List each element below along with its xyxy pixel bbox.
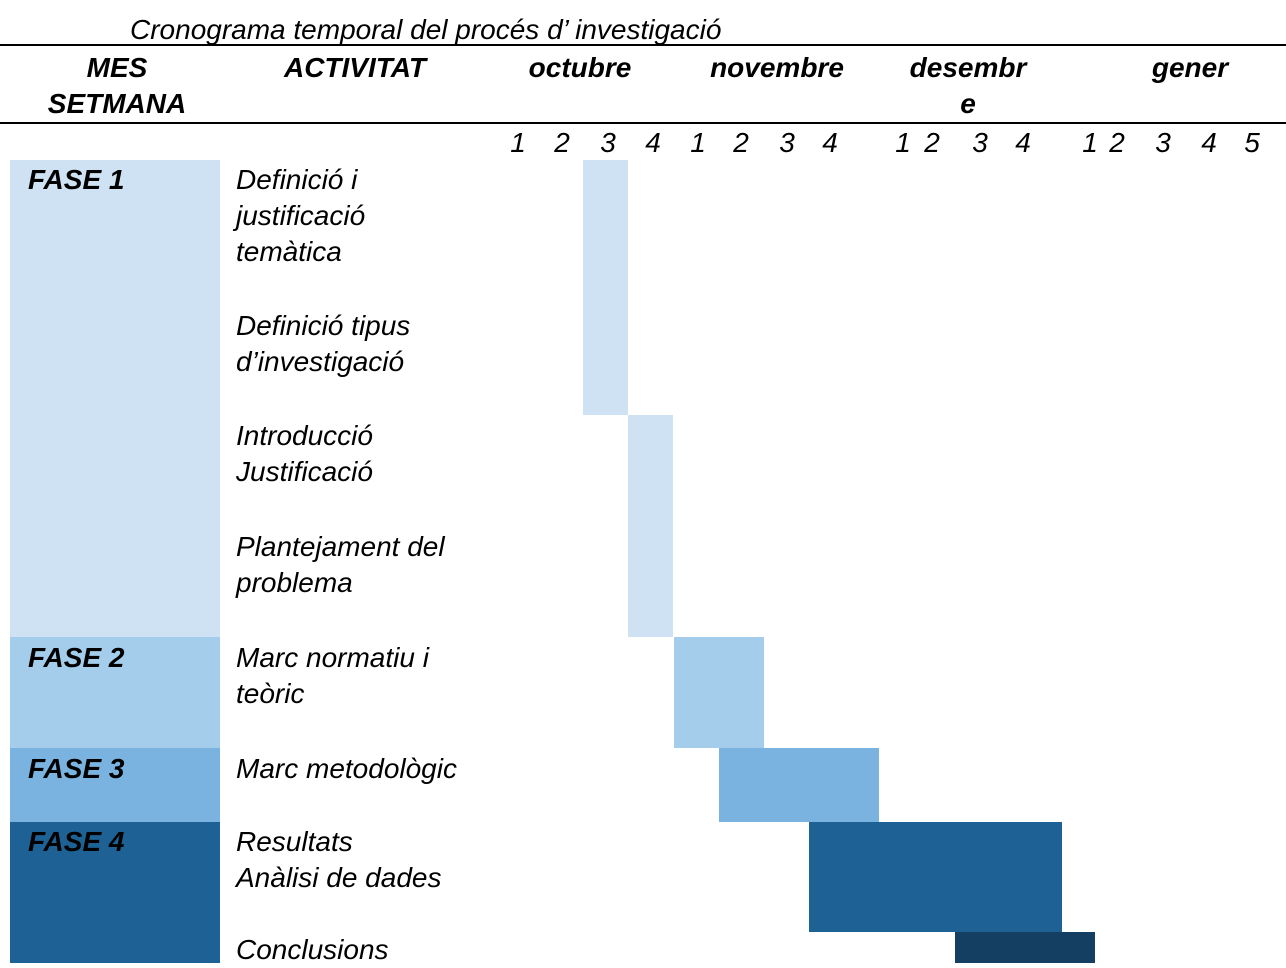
week-number: 2 [554,127,570,158]
activity-text: Resultats [236,826,353,857]
activity-text: Definició tipus [236,310,411,341]
phase-band [10,160,220,637]
phase-label: FASE 4 [28,826,125,857]
week-number: 2 [1109,127,1125,158]
phase-label: FASE 3 [28,753,125,784]
phase-band [10,748,220,822]
activity-text: Anàlisi de dades [236,862,442,893]
header-mes: MES [86,52,148,83]
phase-band [10,822,220,963]
month-label: octubre [528,52,632,83]
week-number: 1 [1082,127,1098,158]
rule [0,122,1286,124]
activity-text: d’investigació [236,346,405,377]
schedule-bar [955,932,1095,963]
month-label: novembre [710,52,844,83]
week-number: 2 [733,127,749,158]
week-number: 3 [972,127,988,158]
activity-text: Marc metodològic [236,753,457,784]
activity-text: Justificació [236,456,373,487]
week-number: 4 [1201,127,1217,158]
phase-band [10,637,220,748]
title: Cronograma temporal del procés d’ invest… [130,14,722,45]
week-number: 1 [510,127,526,158]
activity-text: Introducció [236,420,373,451]
activity-text: Conclusions [236,934,389,965]
month-label: gener [1151,52,1229,83]
week-number: 1 [895,127,911,158]
activity-text: temàtica [236,236,342,267]
month-label: desembr [909,52,1027,83]
schedule-bar [583,160,628,415]
activity-text: problema [236,567,353,598]
schedule-bar [809,822,1062,932]
header-setmana: SETMANA [47,88,187,119]
phase-label: FASE 2 [28,642,125,673]
month-label: e [960,88,976,119]
activity-text: teòric [236,678,305,709]
week-number: 4 [1015,127,1031,158]
activity-text: justificació [236,200,366,231]
header-activitat: ACTIVITAT [283,52,427,83]
schedule-bar [719,748,879,822]
week-number: 3 [600,127,616,158]
week-number: 1 [690,127,706,158]
schedule-bar [674,637,764,748]
week-number: 4 [645,127,661,158]
activity-text: Plantejament del [236,531,445,562]
activity-text: Marc normatiu i [236,642,429,673]
schedule-bar [628,415,673,637]
week-number: 2 [924,127,940,158]
week-number: 3 [779,127,795,158]
week-number: 5 [1244,127,1260,158]
phase-label: FASE 1 [28,164,125,195]
activity-text: Definició i [236,164,358,195]
rule [0,44,1286,46]
week-number: 3 [1155,127,1171,158]
week-number: 4 [822,127,838,158]
